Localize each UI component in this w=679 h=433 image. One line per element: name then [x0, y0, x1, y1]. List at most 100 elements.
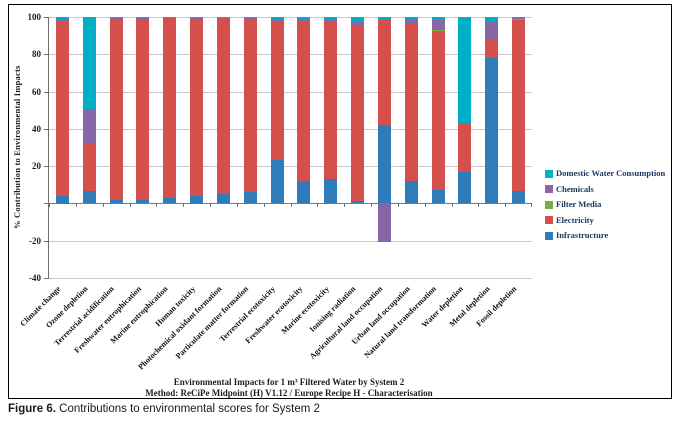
- x-axis-tick: [102, 203, 104, 208]
- bar-segment: [512, 17, 526, 20]
- bar-segment: [136, 19, 150, 200]
- legend-swatch: [545, 216, 553, 224]
- bar-segment: [324, 17, 338, 19]
- bar-segment: [243, 192, 257, 204]
- bar-segment: [297, 21, 311, 182]
- legend-item: Electricity: [545, 214, 670, 225]
- legend-item: Infrastructure: [545, 231, 670, 240]
- bar-segment: [136, 199, 150, 204]
- gridline: [49, 278, 532, 279]
- x-axis-tick: [424, 203, 426, 208]
- y-axis-tick: [44, 91, 49, 93]
- bar-segment: [55, 21, 69, 196]
- legend-item: Chemicals: [545, 183, 670, 194]
- bar-segment: [351, 26, 365, 201]
- bar-segment: [270, 18, 284, 22]
- bar-segment: [136, 17, 150, 18]
- gridline: [49, 17, 532, 18]
- chart-title: Environmental Impacts for 1 m³ Filtered …: [39, 377, 539, 399]
- bar-segment: [431, 19, 445, 31]
- bar-segment: [324, 18, 338, 22]
- x-axis-tick: [263, 203, 265, 208]
- bar-segment: [109, 17, 123, 19]
- y-tick-label: -40: [29, 273, 41, 283]
- y-tick-label: 40: [32, 123, 41, 134]
- legend-item: Domestic Water Consumption: [545, 169, 670, 178]
- bar-segment: [216, 17, 230, 18]
- y-axis-tick: [44, 278, 49, 279]
- x-axis-tick: [75, 203, 77, 208]
- bar-segment: [512, 17, 526, 18]
- bar-segment: [243, 17, 257, 20]
- bar-segment: [404, 22, 418, 182]
- bar-segment: [324, 179, 338, 204]
- x-axis-tick: [317, 203, 319, 208]
- bar-segment: [485, 20, 499, 40]
- y-tick-label: 20: [32, 161, 41, 172]
- bar-segment: [55, 17, 69, 19]
- bar-segment: [404, 181, 418, 204]
- bar-segment: [190, 17, 204, 18]
- x-axis-tick: [531, 203, 532, 208]
- legend: Domestic Water Consumption Chemicals Filte…: [545, 169, 670, 247]
- bar-segment: [512, 19, 526, 20]
- bar-segment: [243, 19, 257, 193]
- x-axis-tick: [156, 203, 158, 208]
- bar-segment: [458, 171, 472, 204]
- bar-segment: [485, 58, 499, 204]
- bar-segment: [55, 18, 69, 22]
- x-axis-tick: [505, 203, 507, 208]
- bar-segment: [458, 17, 472, 125]
- legend-label: Electricity: [556, 214, 594, 225]
- bar-segment: [270, 17, 284, 19]
- y-tick-label: 100: [27, 12, 42, 22]
- legend-label: Filter Media: [556, 199, 602, 209]
- y-axis-tick: [44, 166, 49, 168]
- bar-segment: [270, 159, 284, 204]
- x-axis-tick: [290, 203, 292, 208]
- bar-segment: [190, 17, 204, 20]
- bar-segment: [485, 17, 499, 21]
- bar-segment: [377, 17, 391, 20]
- category-label: Marine ecotoxicity: [279, 284, 331, 336]
- bar-segment: [431, 190, 445, 204]
- bar-segment: [270, 21, 284, 160]
- bar-segment: [109, 199, 123, 204]
- bar-segment: [431, 30, 445, 31]
- y-axis-tick: [44, 54, 49, 56]
- bar-segment: [431, 31, 445, 191]
- y-axis-tick: [44, 203, 49, 205]
- bar-segment: [377, 19, 391, 126]
- legend-swatch: [545, 231, 553, 240]
- bar-segment: [377, 203, 391, 243]
- bar-segment: [458, 124, 472, 172]
- gridline: [49, 91, 532, 93]
- x-axis-tick: [210, 203, 211, 208]
- bar-segment: [512, 19, 526, 192]
- bar-segment: [163, 17, 177, 18]
- y-axis-tick: [44, 128, 49, 130]
- y-tick-label: -20: [29, 235, 41, 246]
- bar-segment: [324, 21, 338, 180]
- gridline: [49, 54, 532, 56]
- gridline: [49, 240, 532, 242]
- bar-segment: [297, 18, 311, 22]
- bar-segment: [82, 109, 96, 143]
- gridline: [49, 128, 532, 130]
- bar-segment: [216, 194, 230, 204]
- bar-segment: [404, 18, 418, 23]
- plot-area: [44, 17, 532, 279]
- bar-segment: [431, 17, 445, 20]
- figure-caption-label: Figure 6.: [8, 403, 56, 415]
- legend-label: Infrastructure: [556, 230, 609, 240]
- bar-segment: [82, 17, 96, 110]
- bar-segment: [190, 19, 204, 196]
- bar-segment: [351, 200, 365, 204]
- legend-item: Filter Media: [545, 200, 670, 209]
- bar-segment: [82, 142, 96, 192]
- chart-title-line2: Method: ReCiPe Midpoint (H) V1.12 / Euro…: [145, 388, 433, 398]
- bar-segment: [243, 17, 257, 18]
- legend-label: Chemicals: [556, 183, 594, 194]
- y-axis-tick: [44, 240, 49, 242]
- bar-segment: [55, 196, 69, 204]
